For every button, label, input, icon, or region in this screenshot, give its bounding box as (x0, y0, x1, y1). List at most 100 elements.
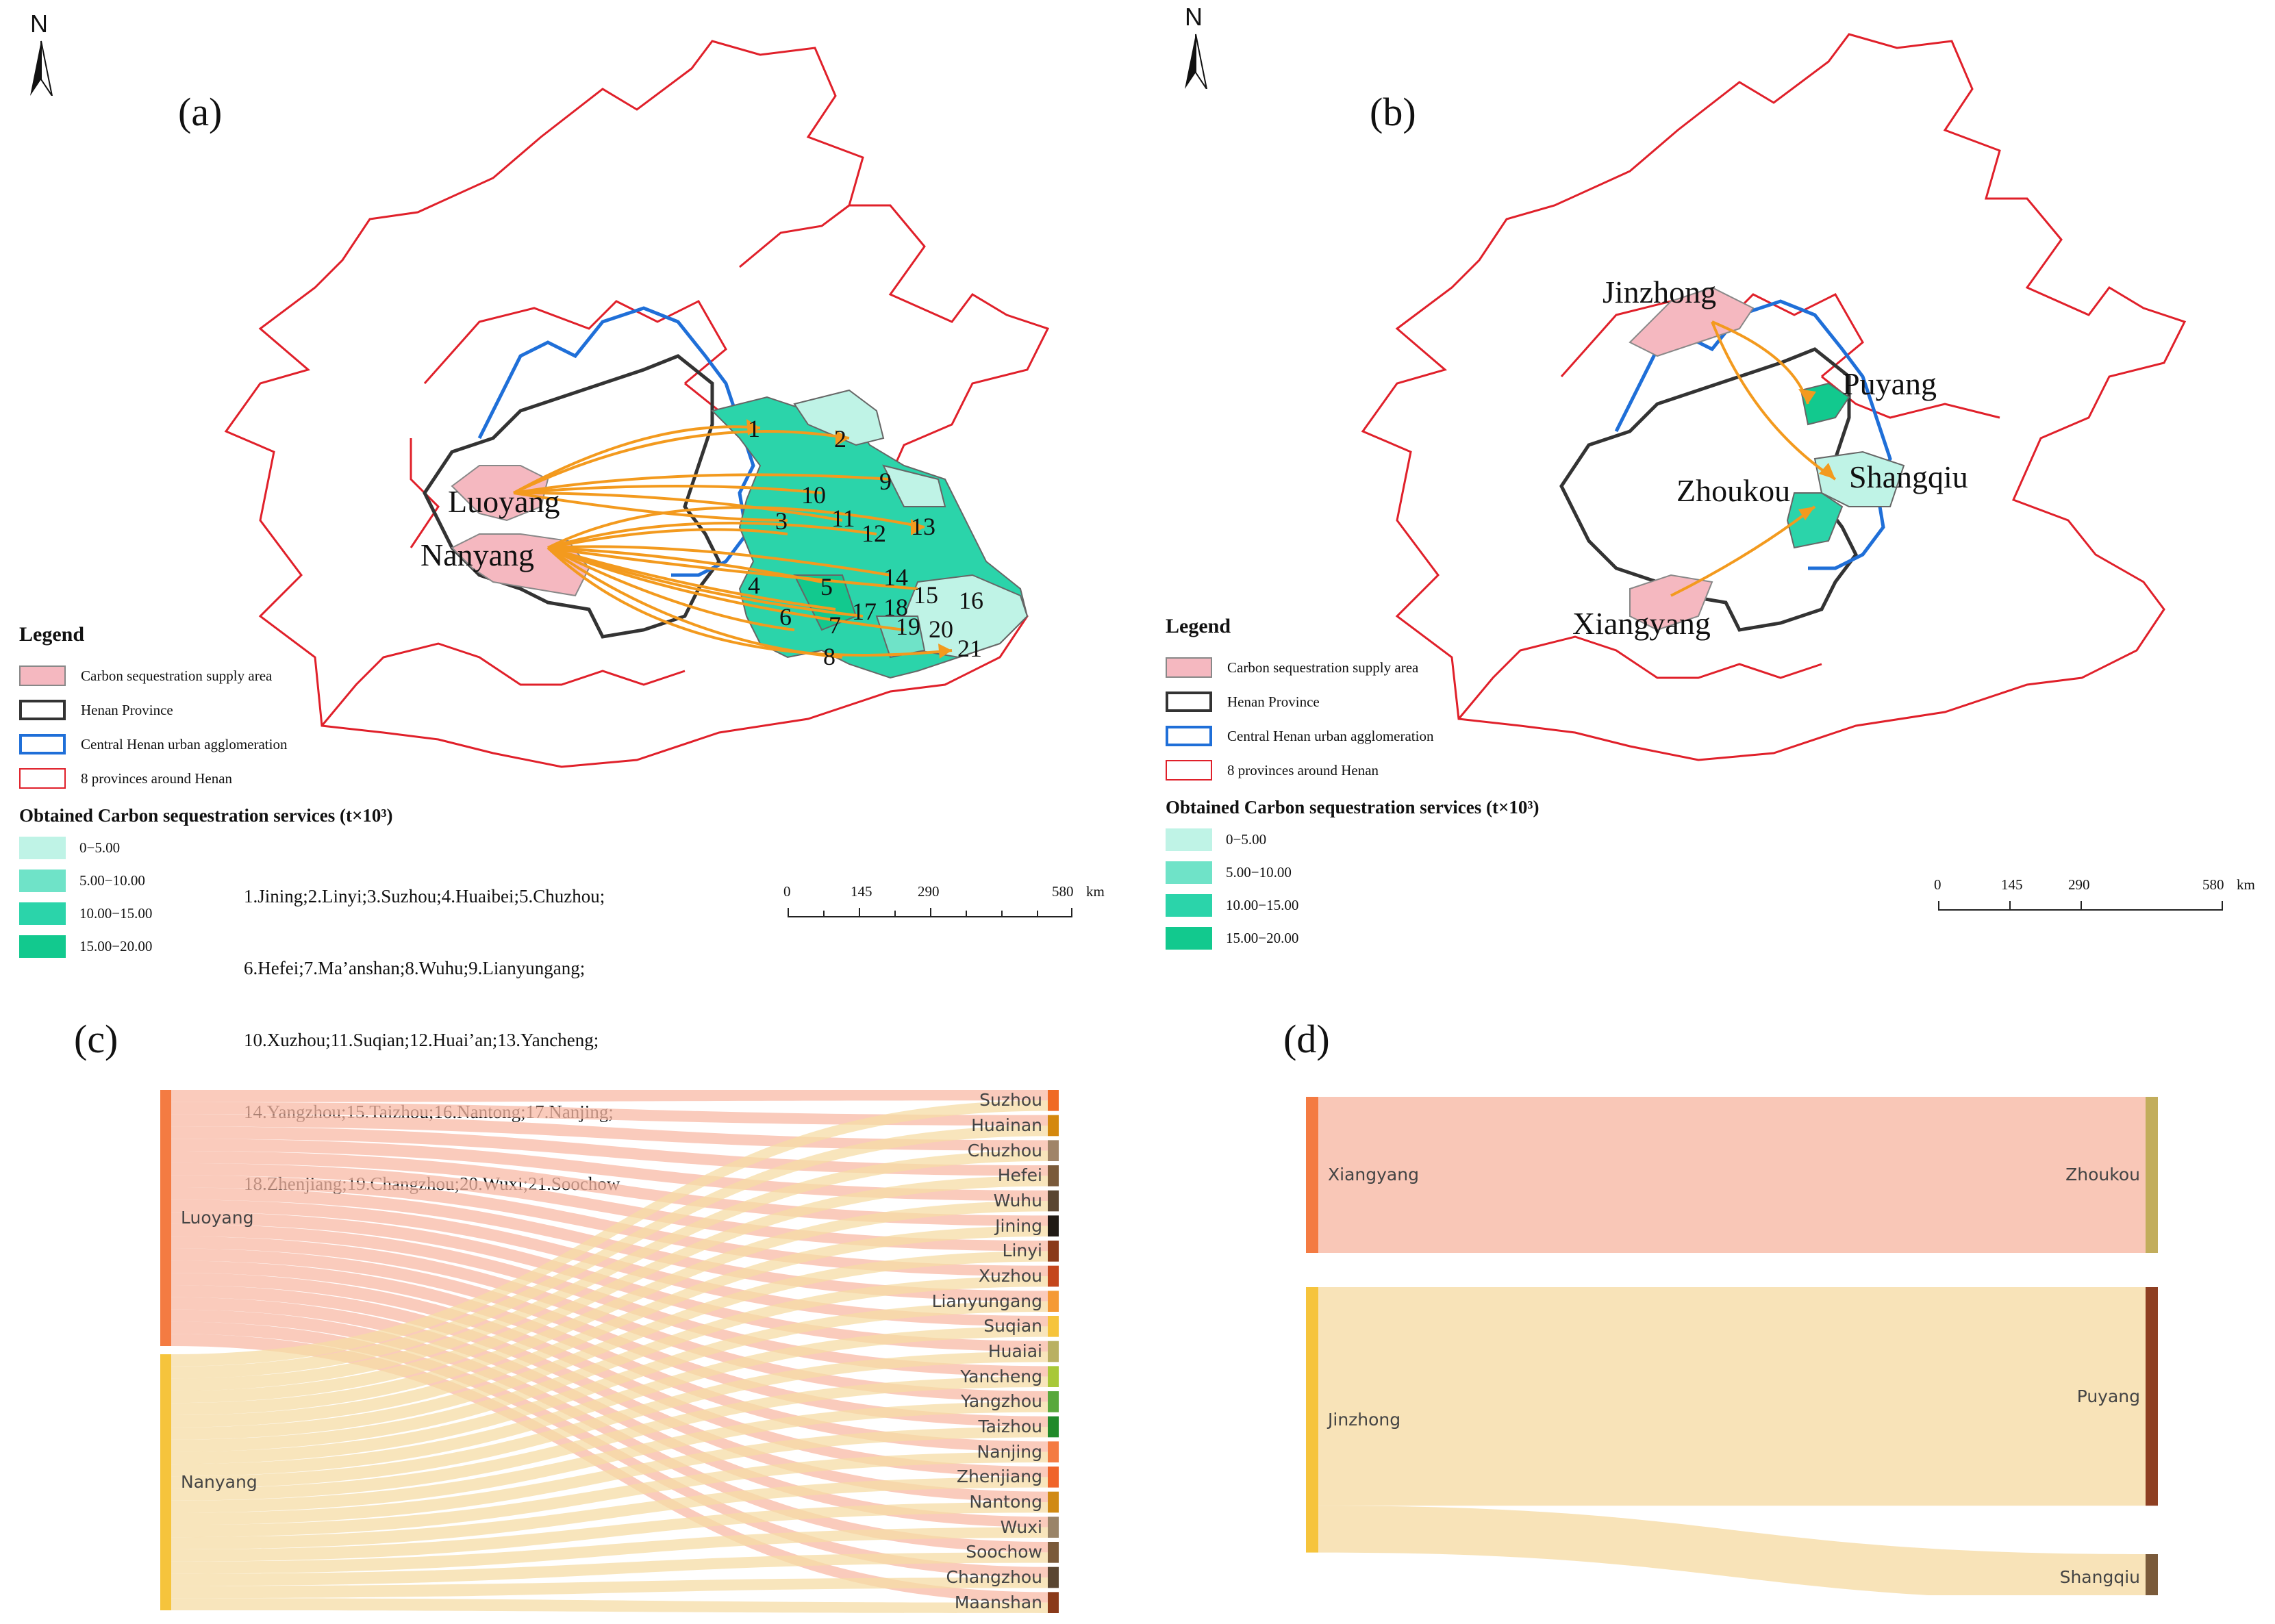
target-node-lianyungang (1048, 1291, 1059, 1312)
link-luoyang-soochow (171, 1309, 1048, 1553)
target-label-wuhu: Wuhu (993, 1191, 1042, 1210)
target-node-huaiai (1048, 1341, 1059, 1362)
source-node-xiangyang (1306, 1097, 1318, 1253)
city-number-10: 10 (801, 481, 826, 509)
source-label-jinzhong: Jinzhong (1328, 1409, 1401, 1430)
legend-title: Legend (19, 623, 85, 646)
label-nanyang: Nanyang (420, 537, 535, 572)
target-node-suqian (1048, 1316, 1059, 1337)
target-node-puyang (2146, 1287, 2158, 1506)
city-number-9: 9 (879, 468, 892, 495)
source-node-nanyang (160, 1354, 171, 1610)
legend-item-supply: Carbon sequestration supply area (19, 659, 287, 693)
henan-boundary-a (423, 354, 721, 639)
legend-item-provinces: 8 provinces around Henan (19, 761, 287, 796)
map-b-svg (1361, 33, 2187, 761)
provinces-boundary-a (224, 40, 1050, 768)
source-label-xiangyang: Xiangyang (1328, 1165, 1419, 1184)
link-luoyang-zhenjiang (171, 1273, 1048, 1477)
source-label-luoyang: Luoyang (181, 1208, 254, 1228)
target-label-maanshan: Maanshan (954, 1592, 1042, 1612)
sankey-c (160, 1090, 1059, 1613)
sankey-d (1306, 1097, 2158, 1595)
panel-a: N (a) Luoyang Nanyang 1 2 3 4 5 6 7 8 9 … (0, 0, 1137, 1194)
source-node-jinzhong (1306, 1287, 1318, 1553)
link-luoyang-huainan (171, 1102, 1048, 1126)
central-henan-boundary-a (477, 306, 755, 577)
link-nanyang-taizhou (171, 1427, 1048, 1525)
jinzhong-area (1629, 286, 1755, 357)
link-luoyang-xuzhou (171, 1175, 1048, 1276)
target-node-wuhu (1048, 1190, 1059, 1212)
target-node-huainan (1048, 1115, 1059, 1137)
target-node-zhoukou (2146, 1097, 2158, 1253)
link-nanyang-nantong (171, 1502, 1048, 1562)
target-label-shangqiu: Shangqiu (2059, 1567, 2140, 1588)
link-luoyang-suzhou (171, 1090, 1048, 1102)
target-label-taizhou: Taizhou (978, 1417, 1042, 1436)
link-nanyang-huaiai (171, 1352, 1048, 1488)
label-luoyang: Luoyang (448, 484, 560, 519)
link-jinzhong-shangqiu (1318, 1506, 2146, 1595)
link-nanyang-nanjing (171, 1451, 1048, 1538)
city-number-17: 17 (852, 598, 877, 625)
target-label-chuzhou: Chuzhou (967, 1140, 1042, 1160)
map-a-svg (224, 40, 1050, 768)
link-nanyang-maanshan (171, 1598, 1048, 1613)
link-nanyang-chuzhou (171, 1150, 1048, 1391)
legend-a: Legend Carbon sequestration supply area … (19, 623, 287, 796)
target-node-nantong (1048, 1491, 1059, 1513)
target-label-nanjing: Nanjing (977, 1441, 1042, 1462)
link-luoyang-hefei (171, 1126, 1048, 1176)
target-label-jining: Jining (995, 1215, 1042, 1236)
north-arrow-a: N (21, 10, 62, 97)
link-nanyang-zhenjiang (171, 1477, 1048, 1549)
target-label-zhenjiang: Zhenjiang (956, 1467, 1042, 1487)
link-nanyang-suqian (171, 1326, 1048, 1477)
city-number-4: 4 (748, 572, 760, 599)
link-nanyang-jining (171, 1226, 1048, 1428)
label-shangqiu: Shangqiu (1849, 459, 1968, 494)
xiangyang-area (1629, 574, 1713, 631)
link-xiangyang-zhoukou (1318, 1097, 2146, 1253)
city-number-2: 2 (834, 425, 846, 453)
target-label-hefei: Hefei (997, 1165, 1042, 1186)
target-node-maanshan (1048, 1592, 1059, 1613)
target-label-xuzhou: Xuzhou (978, 1266, 1042, 1286)
link-nanyang-soochow (171, 1552, 1048, 1586)
target-label-linyi: Linyi (1002, 1241, 1042, 1261)
target-node-jining (1048, 1215, 1059, 1236)
link-nanyang-changzhou (171, 1577, 1048, 1599)
city-number-13: 13 (911, 513, 935, 540)
link-jinzhong-puyang (1318, 1287, 2146, 1506)
target-label-yancheng: Yancheng (960, 1366, 1042, 1386)
services-title-a: Obtained Carbon sequestration services (… (19, 805, 393, 826)
target-node-zhenjiang (1048, 1467, 1059, 1488)
panel-label-b: (b) (1370, 90, 1416, 134)
target-node-yangzhou (1048, 1391, 1059, 1412)
class-3-a: 15.00−20.00 (19, 935, 152, 958)
city-number-21: 21 (957, 635, 982, 662)
target-label-nantong: Nantong (969, 1492, 1042, 1512)
link-luoyang-linyi (171, 1163, 1048, 1252)
city-number-6: 6 (779, 603, 792, 631)
target-node-wuxi (1048, 1517, 1059, 1538)
city-number-12: 12 (862, 520, 886, 547)
target-node-soochow (1048, 1542, 1059, 1563)
panel-label-d: (d) (1283, 1017, 1330, 1061)
label-zhoukou: Zhoukou (1676, 473, 1791, 508)
target-node-suzhou (1048, 1090, 1059, 1111)
target-label-zhoukou: Zhoukou (2065, 1165, 2140, 1184)
legend-item-central-henan: Central Henan urban agglomeration (19, 727, 287, 761)
target-node-shangqiu (2146, 1554, 2158, 1595)
target-node-linyi (1048, 1241, 1059, 1262)
panel-label-a: (a) (178, 90, 223, 134)
label-xiangyang: Xiangyang (1572, 606, 1711, 641)
target-label-huaiai: Huaiai (988, 1341, 1042, 1361)
source-label-nanyang: Nanyang (181, 1472, 257, 1492)
target-label-puyang: Puyang (2076, 1386, 2140, 1406)
link-nanyang-yangzhou (171, 1401, 1048, 1513)
link-luoyang-wuxi (171, 1297, 1048, 1527)
legend-b: Legend Carbon sequestration supply area … (1166, 615, 1433, 787)
link-luoyang-changzhou (171, 1321, 1048, 1577)
